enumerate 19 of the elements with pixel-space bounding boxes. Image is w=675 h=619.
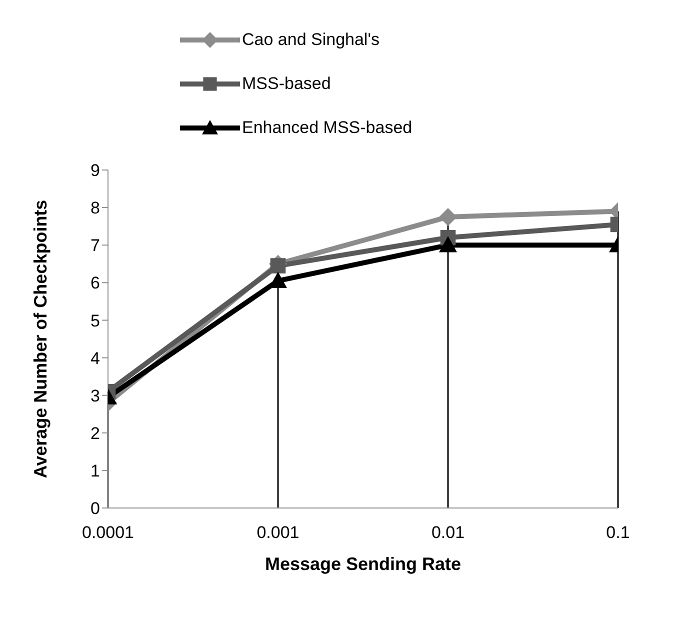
x-tick-label: 0.1 [606, 523, 630, 542]
x-tick-label: 0.01 [431, 523, 465, 542]
y-tick-label: 4 [90, 348, 100, 368]
y-tick-label: 0 [90, 499, 100, 518]
y-tick-label: 7 [90, 236, 100, 256]
y-tick-label: 3 [90, 386, 100, 406]
y-axis-title: Average Number of Checkpoints [30, 200, 50, 478]
x-tick-label: 0.001 [256, 523, 300, 542]
legend-label: MSS-based [242, 74, 331, 94]
y-tick-label: 8 [90, 198, 100, 218]
y-tick-label: 6 [90, 274, 100, 293]
x-axis-title: Message Sending Rate [264, 554, 462, 574]
y-tick-label: 9 [90, 161, 100, 180]
x-tick-label: 0.0001 [82, 523, 134, 542]
y-tick-label: 2 [90, 424, 100, 443]
legend-label: Cao and Singhal's [242, 30, 380, 50]
y-tick-label: 5 [90, 311, 100, 330]
legend-label: Enhanced MSS-based [242, 118, 412, 138]
y-tick-label: 1 [90, 461, 100, 480]
